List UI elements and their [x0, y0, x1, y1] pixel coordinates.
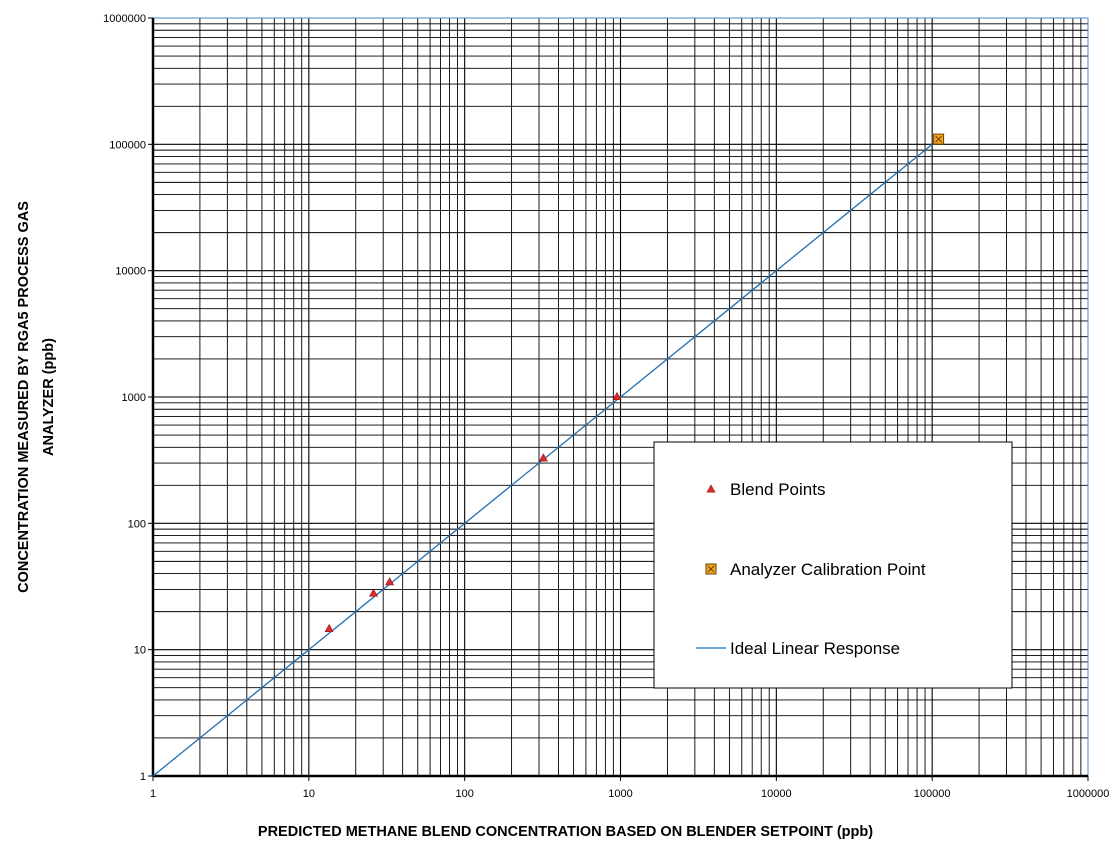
blend-point — [368, 588, 379, 597]
y-tick-label: 10 — [134, 645, 146, 657]
blend-point — [385, 577, 395, 586]
y-tick-label: 1 — [140, 771, 146, 783]
y-axis-title-line2: ANALYZER (ppb) — [41, 338, 57, 456]
blend-point — [324, 623, 334, 633]
x-tick-label: 1000000 — [1067, 788, 1110, 800]
legend-label: Ideal Linear Response — [730, 639, 900, 658]
calibration-marker-cross-b — [707, 565, 715, 573]
calibration-marker-cross-b — [935, 135, 942, 143]
analyzer-calibration-point — [933, 133, 945, 145]
x-tick-label: 1000 — [608, 788, 632, 800]
y-tick-label: 1000000 — [103, 13, 146, 25]
y-tick-label: 100 — [128, 518, 146, 530]
x-axis-title: PREDICTED METHANE BLEND CONCENTRATION BA… — [258, 824, 873, 840]
legend: Blend Points Analyzer Calibration Point Id… — [653, 441, 1013, 689]
legend-label: Blend Points — [730, 480, 825, 499]
x-tick-label: 10 — [303, 788, 315, 800]
x-tick-label: 100000 — [914, 788, 951, 800]
blend-point — [538, 453, 548, 462]
y-tick-label: 100000 — [109, 139, 146, 151]
series — [152, 133, 945, 777]
y-tick-label: 10000 — [115, 266, 146, 278]
blend-point — [612, 391, 622, 400]
x-tick-label: 10000 — [761, 788, 792, 800]
x-tick-label: 1 — [150, 788, 156, 800]
ideal-linear-response-line — [152, 138, 940, 777]
legend-triangle-icon — [706, 484, 716, 493]
legend-calibration-icon — [705, 563, 717, 575]
tick-labels: 1 10 100 1000 10000 100000 1000000 1 10 100 1000 10… — [103, 13, 1109, 800]
y-tick-label: 1000 — [122, 392, 146, 404]
legend-label: Analyzer Calibration Point — [730, 560, 926, 579]
x-tick-label: 100 — [455, 788, 473, 800]
y-axis-title-line1: CONCENTRATION MEASURED BY RGA5 PROCESS G… — [16, 201, 32, 593]
